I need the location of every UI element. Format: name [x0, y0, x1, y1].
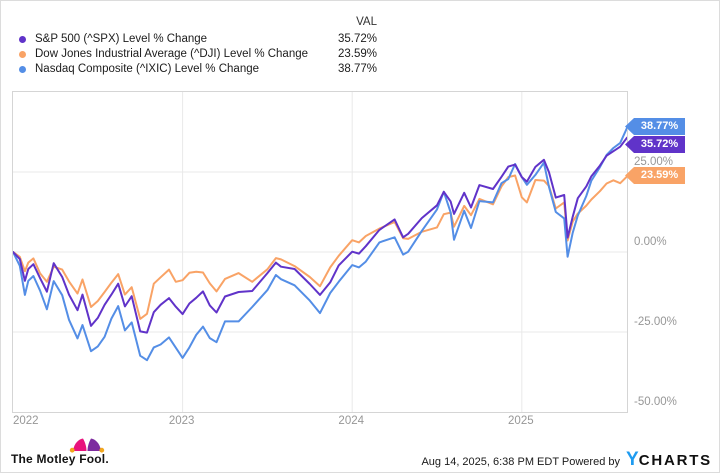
legend-series-label: S&P 500 (^SPX) Level % Change: [35, 33, 208, 45]
legend-series-value: 35.72%: [337, 33, 377, 45]
series-line: [13, 174, 627, 320]
value-badge: 23.59%: [625, 167, 685, 184]
legend-row[interactable]: Nasdaq Composite (^IXIC) Level % Change 3…: [1, 62, 377, 77]
legend-val-header: VAL: [356, 16, 377, 28]
legend-series-label: Dow Jones Industrial Average (^DJI) Leve…: [35, 48, 309, 60]
powered-by-label: Powered by: [561, 456, 620, 468]
axis-label-x: 2025: [508, 415, 534, 427]
legend-series-dot: [19, 51, 26, 58]
value-badge: 35.72%: [625, 136, 685, 153]
axis-label-x: 2024: [338, 415, 365, 427]
ycharts-wordmark: CHARTS: [638, 452, 712, 469]
legend-row[interactable]: S&P 500 (^SPX) Level % Change 35.72%: [1, 32, 377, 47]
legend-series-dot: [19, 66, 26, 73]
plot-area: [12, 91, 628, 413]
legend-series-label: Nasdaq Composite (^IXIC) Level % Change: [35, 63, 260, 75]
motley-fool-wordmark: The Motley Fool.: [11, 452, 109, 466]
jester-hat-icon: [69, 438, 105, 453]
chart-timestamp: Aug 14, 2025, 6:38 PM EDT: [421, 456, 559, 468]
ycharts-y-mark: Y: [626, 449, 639, 470]
motley-fool-logo[interactable]: The Motley Fool.: [11, 438, 109, 468]
axis-label-y: 25.00%: [634, 156, 674, 168]
axis-label-x: 2023: [168, 415, 195, 427]
axis-label-y: -25.00%: [634, 316, 677, 328]
legend: S&P 500 (^SPX) Level % Change 35.72% Dow J…: [1, 32, 377, 77]
axis-label-y: -50.00%: [634, 396, 677, 408]
legend-series-dot: [19, 36, 26, 43]
series-line: [13, 126, 627, 362]
ycharts-logo[interactable]: YCHARTS: [626, 449, 712, 471]
chart-attribution: Aug 14, 2025, 6:38 PM EDT Powered by YCH…: [421, 449, 712, 471]
legend-row[interactable]: Dow Jones Industrial Average (^DJI) Leve…: [1, 47, 377, 62]
axis-label-x: 2022: [13, 415, 39, 427]
value-badge: 38.77%: [625, 118, 685, 135]
legend-series-value: 38.77%: [337, 63, 377, 75]
chart-canvas: [13, 92, 627, 412]
legend-series-value: 23.59%: [337, 48, 377, 60]
series-line: [13, 136, 627, 334]
axis-label-y: 0.00%: [634, 236, 667, 248]
